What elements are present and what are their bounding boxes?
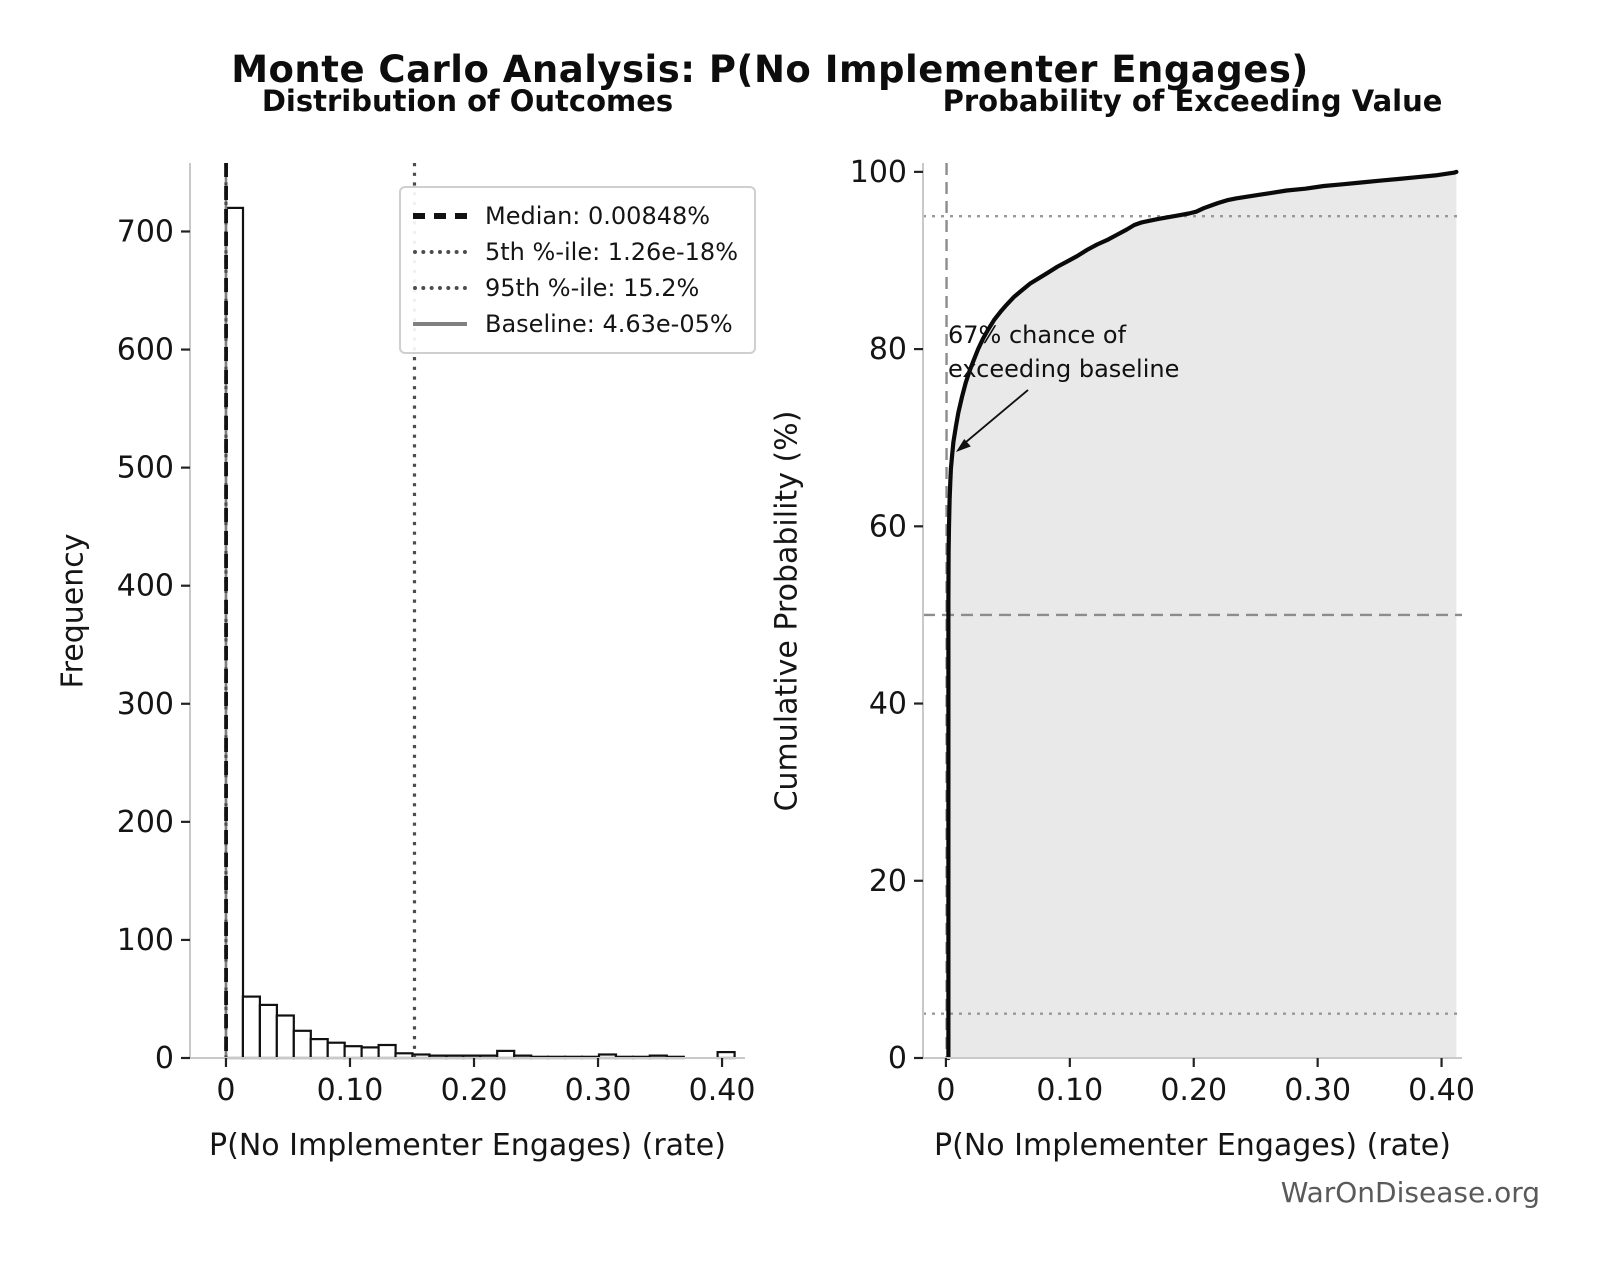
y-tick-label: 20 xyxy=(869,864,907,899)
y-tick-label: 200 xyxy=(117,805,174,840)
median-line-swatch xyxy=(413,213,467,219)
histogram-bar xyxy=(275,1014,295,1060)
percentile-line-swatch xyxy=(413,250,467,254)
x-tick-label: 0 xyxy=(936,1073,955,1108)
y-tick-label: 700 xyxy=(117,214,174,249)
histogram-bar xyxy=(258,1003,278,1060)
y-tick-label: 40 xyxy=(869,687,907,722)
annotation-line-2: exceeding baseline xyxy=(948,355,1180,383)
histogram-bar xyxy=(326,1041,346,1060)
curve-shaded-area xyxy=(948,171,1457,1058)
y-tick-label: 500 xyxy=(117,451,174,486)
legend-item-median: Median: 0.00848% xyxy=(413,198,738,234)
x-tick-label: 0.10 xyxy=(317,1073,384,1108)
histogram-bar xyxy=(309,1037,329,1060)
legend-label: Baseline: 4.63e-05% xyxy=(485,310,733,338)
y-tick-label: 0 xyxy=(155,1041,174,1076)
annotation-arrow-line xyxy=(962,389,1029,446)
y-tick-label: 400 xyxy=(117,569,174,604)
x-tick-label: 0.40 xyxy=(1408,1073,1475,1108)
histogram-bar xyxy=(224,206,245,1060)
y-tick-label: 100 xyxy=(117,923,174,958)
annotation-67-percent: 67% chance of exceeding baseline xyxy=(948,318,1179,386)
exceedance-curve xyxy=(946,169,1459,1061)
histogram-bar xyxy=(377,1043,397,1060)
x-tick-label: 0 xyxy=(216,1073,235,1108)
legend: Median: 0.00848% 5th %-ile: 1.26e-18% 95… xyxy=(399,186,757,354)
y-tick-label: 80 xyxy=(869,332,907,367)
histogram-y-axis-label: Frequency xyxy=(55,533,91,689)
legend-label: 5th %-ile: 1.26e-18% xyxy=(485,238,739,266)
x-tick-label: 0.40 xyxy=(689,1073,756,1108)
histogram-x-axis-label: P(No Implementer Engages) (rate) xyxy=(209,1128,726,1163)
figure-title: Monte Carlo Analysis: P(No Implementer E… xyxy=(231,48,1309,91)
histogram-bar xyxy=(292,1029,312,1060)
y-tick-label: 100 xyxy=(850,155,907,190)
x-tick-label: 0.10 xyxy=(1036,1073,1103,1108)
y-tick-label: 0 xyxy=(888,1041,907,1076)
legend-item-95th-percentile: 95th %-ile: 15.2% xyxy=(413,270,738,306)
baseline-line-swatch xyxy=(413,322,467,326)
x-tick-label: 0.20 xyxy=(1160,1073,1227,1108)
y-tick-label: 300 xyxy=(117,687,174,722)
y-tick-label: 60 xyxy=(869,509,907,544)
histogram-title: Distribution of Outcomes xyxy=(261,84,674,118)
percentile-line-swatch xyxy=(413,286,467,290)
exceedance-y-axis-label: Cumulative Probability (%) xyxy=(769,410,805,812)
y-tick-label: 600 xyxy=(117,333,174,368)
x-tick-label: 0.20 xyxy=(441,1073,508,1108)
exceedance-title: Probability of Exceeding Value xyxy=(942,84,1443,118)
annotation-arrow-head xyxy=(956,439,971,452)
exceedance-x-axis-label: P(No Implementer Engages) (rate) xyxy=(934,1128,1451,1163)
x-tick-label: 0.30 xyxy=(1284,1073,1351,1108)
watermark: WarOnDisease.org xyxy=(1280,1176,1540,1209)
legend-item-5th-percentile: 5th %-ile: 1.26e-18% xyxy=(413,234,738,270)
legend-item-baseline: Baseline: 4.63e-05% xyxy=(413,306,738,342)
histogram-bar xyxy=(360,1046,380,1060)
histogram-bar xyxy=(241,995,261,1060)
histogram-bar xyxy=(496,1049,516,1060)
legend-label: Median: 0.00848% xyxy=(485,202,711,230)
x-tick-label: 0.30 xyxy=(565,1073,632,1108)
histogram-bar xyxy=(343,1045,363,1060)
legend-label: 95th %-ile: 15.2% xyxy=(485,274,700,302)
annotation-line-1: 67% chance of xyxy=(948,321,1127,349)
